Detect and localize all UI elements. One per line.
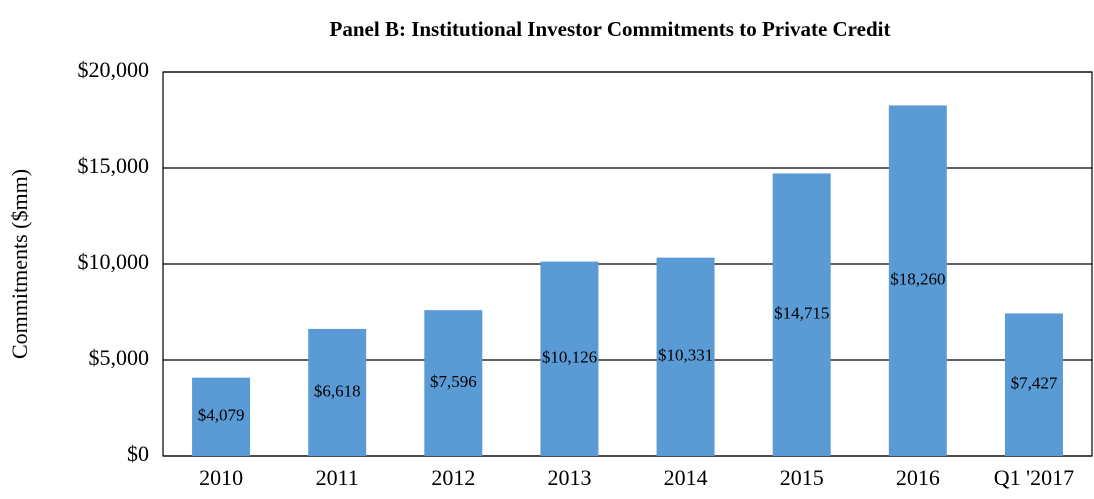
value-label: $10,331 [658, 346, 713, 365]
x-tick-label: 2015 [780, 465, 824, 490]
x-tick-label: 2011 [316, 465, 359, 490]
bar [192, 377, 251, 456]
y-tick-label: $20,000 [78, 57, 150, 82]
value-label: $6,618 [314, 381, 361, 400]
y-tick-label: $10,000 [78, 249, 150, 274]
y-tick-label: $5,000 [89, 345, 150, 370]
y-tick-label: $0 [127, 441, 149, 466]
x-tick-label: Q1 '2017 [994, 465, 1074, 490]
bar [1004, 313, 1063, 456]
x-tick-label: 2013 [547, 465, 591, 490]
bar [772, 173, 831, 457]
bar [656, 257, 715, 456]
y-axis-title: Commitments ($mm) [7, 169, 32, 359]
x-tick-label: 2012 [431, 465, 475, 490]
bar [308, 328, 367, 456]
value-label: $10,126 [542, 348, 597, 367]
bar [888, 105, 947, 457]
value-label: $4,079 [198, 406, 245, 425]
bar [424, 310, 483, 456]
value-label: $7,427 [1011, 374, 1058, 393]
value-label: $18,260 [890, 270, 945, 289]
x-tick-label: 2016 [896, 465, 940, 490]
bar [540, 261, 599, 456]
x-tick-label: 2010 [199, 465, 243, 490]
value-label: $14,715 [774, 304, 829, 323]
x-tick-label: 2014 [664, 465, 708, 490]
y-tick-label: $15,000 [78, 153, 150, 178]
chart-title: Panel B: Institutional Investor Commitme… [330, 17, 891, 41]
value-label: $7,596 [430, 372, 477, 391]
